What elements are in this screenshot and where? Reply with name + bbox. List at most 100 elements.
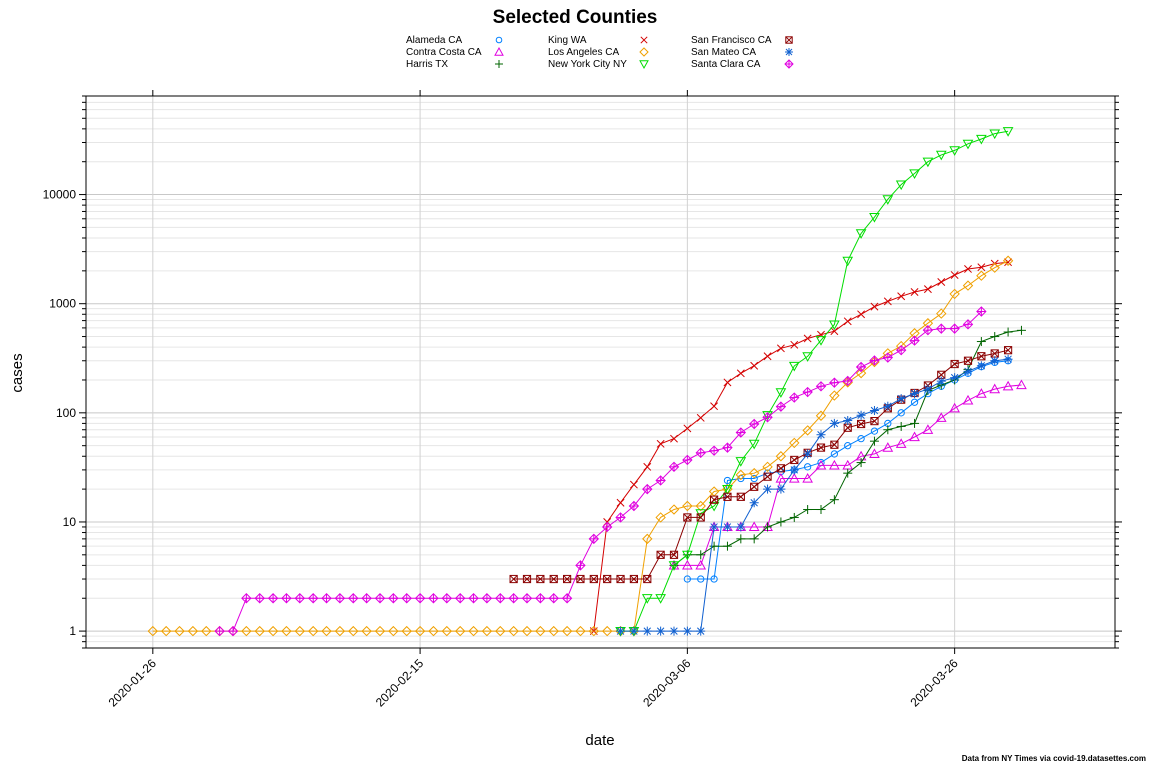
data-point (923, 285, 932, 294)
data-point (428, 625, 439, 637)
legend-item-king-wa: King WA (548, 35, 648, 46)
series-contra-costa-ca (668, 379, 1027, 570)
data-point (1003, 354, 1013, 364)
y-tick-label: 10000 (43, 188, 77, 202)
series-line-santa-clara-ca (219, 311, 982, 632)
data-point (857, 434, 865, 443)
data-point (722, 541, 732, 551)
data-point (723, 476, 732, 485)
data-point (950, 271, 959, 280)
data-point (401, 593, 412, 604)
data-point (428, 593, 439, 604)
data-point (802, 352, 813, 362)
data-point (962, 319, 974, 330)
data-point (656, 550, 665, 559)
data-point (642, 626, 652, 636)
legend-symbol (495, 36, 503, 44)
data-point (655, 475, 666, 486)
data-point (536, 574, 545, 584)
data-point (829, 377, 840, 388)
data-point (815, 381, 827, 392)
data-point (870, 427, 879, 435)
data-point (750, 482, 759, 491)
data-point (976, 361, 986, 371)
data-point (321, 625, 332, 637)
data-point (535, 593, 546, 604)
data-point (1002, 380, 1014, 391)
data-point (241, 593, 252, 604)
data-point (374, 593, 386, 604)
data-point (748, 418, 760, 430)
data-point (870, 302, 879, 311)
data-point (762, 461, 773, 473)
data-point (869, 436, 879, 446)
data-point (696, 413, 705, 422)
data-point (843, 416, 853, 426)
data-point (976, 388, 987, 398)
data-point (856, 458, 866, 468)
data-point (549, 574, 558, 584)
data-point (281, 625, 292, 637)
data-point (803, 449, 813, 459)
data-point (643, 462, 652, 471)
data-point (882, 195, 894, 205)
chart-title: Selected Counties (493, 7, 658, 28)
data-point (748, 439, 760, 450)
data-point (816, 443, 826, 452)
data-point (616, 498, 625, 507)
data-point (735, 457, 747, 467)
data-point (668, 461, 680, 473)
data-point (668, 561, 680, 571)
data-point (735, 427, 747, 438)
legend-label: Los Angeles CA (548, 47, 619, 58)
data-point (750, 474, 758, 483)
data-point (869, 406, 879, 416)
legend-label: Santa Clara CA (691, 59, 761, 70)
legend-symbol (784, 59, 794, 69)
data-point (856, 410, 866, 420)
data-point (963, 366, 973, 376)
data-point (763, 352, 772, 361)
data-point (883, 297, 892, 306)
series-new-york-city-ny (615, 127, 1014, 637)
data-point (696, 626, 706, 636)
data-point (897, 409, 905, 417)
data-point (682, 500, 693, 512)
data-point (294, 593, 306, 604)
data-point (869, 448, 880, 459)
series-line-king-wa (593, 261, 1009, 632)
data-point (683, 575, 692, 583)
data-point (763, 522, 773, 532)
data-point (762, 412, 773, 423)
y-tick-label: 10 (63, 515, 77, 529)
data-point (481, 625, 493, 637)
data-point (775, 388, 787, 398)
data-point (1003, 327, 1013, 337)
data-point (989, 262, 1000, 273)
data-point (682, 626, 692, 636)
data-point (844, 442, 852, 450)
data-point (790, 340, 799, 349)
data-point (710, 402, 719, 411)
data-point (950, 359, 959, 369)
data-point (708, 501, 720, 512)
axes: 2020-01-26 2020-02-15 2020-03-06 2020-03-26… (43, 90, 1122, 710)
data-point (682, 550, 693, 561)
data-point (923, 384, 933, 394)
data-point (414, 625, 426, 637)
data-point (656, 626, 666, 636)
data-point (937, 278, 946, 286)
data-point (776, 484, 786, 494)
data-point (1002, 127, 1014, 137)
data-point (682, 559, 693, 570)
legend-label: San Mateo CA (691, 47, 756, 58)
data-point (829, 320, 840, 331)
data-point (895, 180, 907, 191)
data-point (147, 625, 159, 637)
data-point (656, 439, 665, 448)
data-point (815, 459, 827, 470)
y-tick-label: 1000 (49, 297, 76, 311)
data-point (683, 424, 692, 433)
data-point (935, 412, 947, 422)
